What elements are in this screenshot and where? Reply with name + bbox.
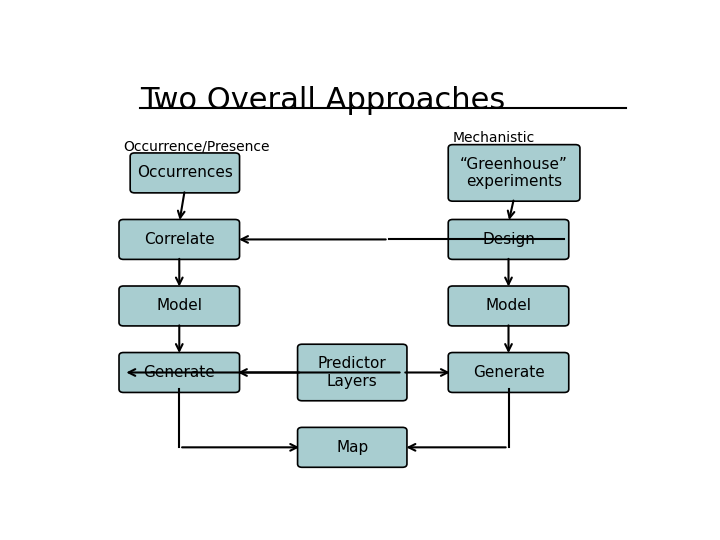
FancyBboxPatch shape <box>119 219 240 259</box>
Text: Correlate: Correlate <box>144 232 215 247</box>
FancyBboxPatch shape <box>449 145 580 201</box>
FancyBboxPatch shape <box>130 153 240 193</box>
FancyBboxPatch shape <box>449 353 569 393</box>
Text: Generate: Generate <box>472 365 544 380</box>
FancyBboxPatch shape <box>119 353 240 393</box>
FancyBboxPatch shape <box>297 427 407 467</box>
Text: Generate: Generate <box>143 365 215 380</box>
Text: Model: Model <box>485 299 531 313</box>
Text: Mechanistic: Mechanistic <box>453 131 535 145</box>
Text: Two Overall Approaches: Two Overall Approaches <box>140 85 505 114</box>
FancyBboxPatch shape <box>449 219 569 259</box>
Text: Map: Map <box>336 440 369 455</box>
Text: Occurrences: Occurrences <box>137 165 233 180</box>
Text: Predictor
Layers: Predictor Layers <box>318 356 387 389</box>
Text: Design: Design <box>482 232 535 247</box>
FancyBboxPatch shape <box>449 286 569 326</box>
FancyBboxPatch shape <box>297 344 407 401</box>
Text: “Greenhouse”
experiments: “Greenhouse” experiments <box>460 157 568 189</box>
Text: Occurrence/Presence: Occurrence/Presence <box>124 140 270 154</box>
FancyBboxPatch shape <box>119 286 240 326</box>
Text: Model: Model <box>156 299 202 313</box>
